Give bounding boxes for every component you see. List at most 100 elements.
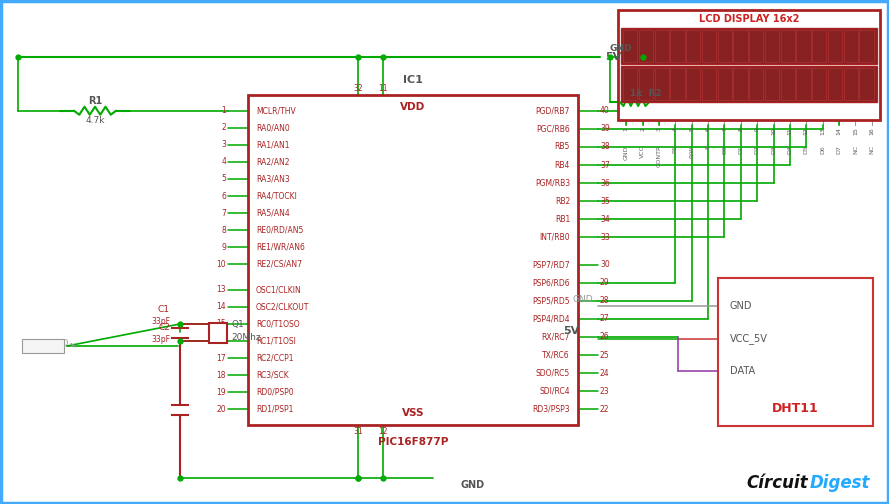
Text: 20Mhz: 20Mhz (231, 333, 260, 342)
Text: 26: 26 (600, 333, 610, 341)
Text: 6: 6 (706, 127, 710, 131)
Bar (22, 339, 64, 353)
Text: D2: D2 (755, 145, 760, 154)
Text: MCLR/THV: MCLR/THV (256, 106, 296, 115)
Text: 15: 15 (216, 320, 226, 329)
Bar (621, 28, 877, 64)
Text: 1k  R2: 1k R2 (630, 89, 661, 97)
Text: 6: 6 (221, 192, 226, 201)
Text: 4.7k: 4.7k (85, 116, 105, 125)
Text: 2: 2 (640, 127, 645, 131)
Bar (718, 278, 873, 426)
Text: 5: 5 (689, 127, 694, 131)
Bar (717, 30, 732, 62)
Bar (765, 68, 779, 100)
Text: RB1: RB1 (555, 215, 570, 224)
Text: 3: 3 (221, 140, 226, 149)
Text: GND: GND (573, 295, 593, 304)
Text: RD0/PSP0: RD0/PSP0 (256, 388, 293, 397)
Text: R1: R1 (88, 96, 102, 106)
Text: NC: NC (869, 145, 874, 154)
Text: 4: 4 (221, 157, 226, 166)
Text: CONTR: CONTR (656, 145, 661, 167)
Text: PSP7/RD7: PSP7/RD7 (533, 260, 570, 269)
Text: 7: 7 (221, 209, 226, 218)
Text: 34: 34 (600, 215, 610, 224)
Bar (781, 68, 795, 100)
Text: OSC1/CLKIN: OSC1/CLKIN (256, 285, 301, 294)
Text: GND: GND (624, 145, 629, 159)
Text: 37: 37 (600, 160, 610, 169)
Text: 10: 10 (216, 260, 226, 269)
Text: PGC/RB6: PGC/RB6 (536, 124, 570, 134)
Bar (209, 323, 227, 343)
Text: 29: 29 (600, 278, 610, 287)
Text: RC2/CCP1: RC2/CCP1 (256, 354, 293, 362)
Text: C2: C2 (158, 323, 170, 332)
Text: D1: D1 (738, 145, 743, 154)
Bar (654, 68, 669, 100)
Text: DIS1: DIS1 (623, 0, 650, 2)
Text: R/W: R/W (689, 145, 694, 157)
Bar (733, 68, 748, 100)
Bar (639, 68, 653, 100)
Text: INT/RB0: INT/RB0 (540, 233, 570, 242)
Bar (797, 30, 811, 62)
Text: D4: D4 (788, 145, 792, 154)
Bar (623, 68, 637, 100)
Text: 8: 8 (738, 127, 743, 131)
Text: 13: 13 (821, 127, 825, 135)
Text: 9: 9 (755, 127, 760, 131)
Text: 39: 39 (600, 124, 610, 134)
Bar (621, 66, 877, 102)
Bar (686, 68, 701, 100)
Bar (749, 30, 764, 62)
Text: PGM/RB3: PGM/RB3 (535, 178, 570, 187)
Text: 27: 27 (600, 314, 610, 323)
Bar (701, 68, 716, 100)
Text: RD1/PSP1: RD1/PSP1 (256, 405, 293, 414)
Bar (623, 30, 637, 62)
Text: RA1/AN1: RA1/AN1 (256, 140, 290, 149)
Text: RX/RC7: RX/RC7 (541, 333, 570, 341)
Text: 38: 38 (600, 143, 610, 151)
Text: 36: 36 (600, 178, 610, 187)
Text: 28: 28 (600, 296, 610, 305)
Text: 9: 9 (221, 243, 226, 251)
Text: PSP6/RD6: PSP6/RD6 (533, 278, 570, 287)
Bar (828, 30, 842, 62)
Bar (860, 30, 874, 62)
Text: 4: 4 (673, 127, 677, 131)
Text: D7: D7 (837, 145, 842, 154)
Text: Círcuit: Círcuit (746, 474, 808, 492)
Text: 40: 40 (600, 106, 610, 115)
Text: DATA: DATA (730, 366, 755, 376)
Text: Q1: Q1 (231, 320, 244, 329)
Bar (670, 68, 685, 100)
Text: VCC_5V: VCC_5V (730, 333, 768, 344)
Bar (733, 30, 748, 62)
Text: RE0/RD/AN5: RE0/RD/AN5 (256, 226, 303, 235)
Bar (812, 68, 826, 100)
Text: 33: 33 (600, 233, 610, 242)
Text: RD3/PSP3: RD3/PSP3 (533, 405, 570, 414)
Text: RA2/AN2: RA2/AN2 (256, 157, 290, 166)
Bar (781, 30, 795, 62)
Text: RA5/AN4: RA5/AN4 (256, 209, 290, 218)
Text: 17: 17 (216, 354, 226, 362)
Text: VDD: VDD (400, 102, 426, 112)
Text: GND: GND (730, 301, 752, 311)
Text: D6: D6 (821, 145, 825, 154)
Text: 31: 31 (353, 427, 363, 436)
Text: TX/RC6: TX/RC6 (542, 350, 570, 359)
Text: 11: 11 (788, 127, 792, 135)
Text: 13: 13 (216, 285, 226, 294)
Text: PSP5/RD5: PSP5/RD5 (533, 296, 570, 305)
Text: 7: 7 (722, 127, 727, 131)
Text: SDO/RC5: SDO/RC5 (536, 368, 570, 377)
Text: RA3/AN3: RA3/AN3 (256, 174, 290, 183)
Text: NC: NC (853, 145, 858, 154)
Bar (797, 68, 811, 100)
Text: D5: D5 (804, 145, 809, 154)
Text: RB4: RB4 (555, 160, 570, 169)
